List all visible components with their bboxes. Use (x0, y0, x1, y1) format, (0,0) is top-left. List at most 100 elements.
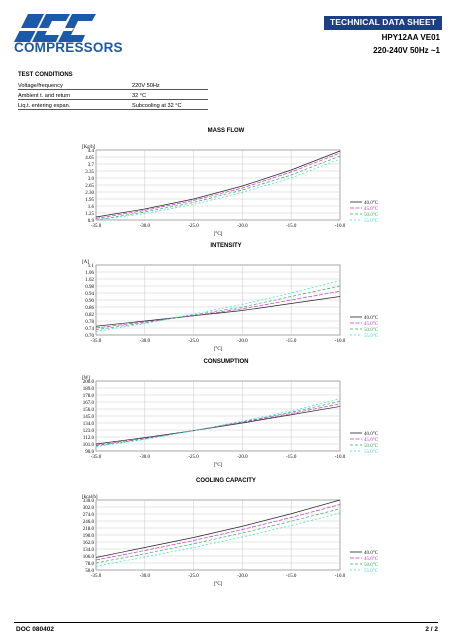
y-tick-label: 50.0 (85, 569, 94, 574)
x-tick-label: -25.0 (188, 339, 199, 344)
intensity-chart: 1.1 1.06 1.02 0.98 0.94 0.90 0.86 0.82 0.78 0.74 0… (82, 260, 379, 352)
y-tick-label: 1.02 (85, 278, 94, 283)
y-tick-label: 1.06 (85, 271, 94, 276)
y-tick-label: 106.0 (83, 555, 95, 560)
series-line (95, 512, 341, 567)
y-tick-label: 1.6 (88, 205, 95, 210)
logo-text: COMPRESSORS (14, 40, 123, 55)
legend-label: 50.0°C (364, 213, 379, 218)
legend-label: 40.0°C (364, 316, 379, 321)
series-line (95, 285, 341, 331)
y-tick-label: 167.0 (83, 401, 95, 406)
y-tick-label: 123.0 (83, 429, 95, 434)
x-tick-label: -20.0 (237, 455, 248, 460)
condition-value: 220V 50Hz (132, 80, 208, 90)
y-tick-label: 112.0 (83, 436, 95, 441)
y-tick-label: 2.65 (85, 184, 94, 189)
series-line (95, 290, 341, 329)
legend-label: 50.0°C (364, 444, 379, 449)
legend-label: 45.0°C (364, 438, 379, 443)
y-tick-label: 0.9 (88, 219, 95, 224)
y-tick-label: 218.0 (83, 527, 95, 532)
model-number: HPY12AA VE01 (381, 33, 440, 42)
y-tick-label: 330.0 (83, 499, 95, 504)
x-tick-label: -30.0 (140, 224, 151, 229)
y-tick-label: 178.0 (83, 394, 95, 399)
sheet-type-label: TECHNICAL DATA SHEET (329, 17, 437, 27)
y-tick-label: 134.0 (83, 422, 95, 427)
series-line (95, 152, 341, 219)
x-tick-label: -25.0 (188, 455, 199, 460)
condition-label: Liq.t. entering expan. (18, 99, 132, 110)
series-line (95, 504, 341, 561)
y-tick-label: 3.35 (85, 170, 94, 175)
x-tick-label: -10.0 (335, 224, 346, 229)
legend-label: 55.0°C (364, 219, 379, 224)
condition-label: Voltage/frequency (18, 80, 132, 90)
x-tick-label: -20.0 (237, 339, 248, 344)
table-row: Ambient t. and return 32 °C (18, 89, 208, 100)
legend-label: 40.0°C (364, 201, 379, 206)
x-tick-label: -35.0 (91, 455, 102, 460)
table-row: Voltage/frequency 220V 50Hz (18, 80, 208, 90)
voltage-spec: 220-240V 50Hz ~1 (373, 46, 440, 55)
document-number: DOC 080402 (16, 626, 54, 633)
table-row: Liq.t. entering expan. Subcooling at 32 … (18, 99, 208, 110)
x-tick-label: -15.0 (286, 455, 297, 460)
condition-value: Subcooling at 32 °C (132, 99, 208, 110)
x-tick-label: -30.0 (140, 574, 151, 579)
x-axis-label: [°C] (214, 347, 223, 352)
x-tick-label: -30.0 (140, 455, 151, 460)
y-tick-label: 101.0 (83, 443, 95, 448)
x-tick-label: -10.0 (335, 339, 346, 344)
y-axis-label: [W] (82, 376, 90, 381)
legend-label: 50.0°C (364, 328, 379, 333)
series-line (95, 150, 341, 218)
y-tick-label: 90.0 (85, 450, 94, 455)
x-tick-label: -15.0 (286, 339, 297, 344)
intensity-title: INTENSITY (210, 243, 242, 249)
acc-logo-icon (14, 14, 96, 42)
x-tick-label: -10.0 (335, 574, 346, 579)
y-axis-label: [Kg/h] (82, 145, 96, 150)
y-tick-label: 200.0 (83, 380, 95, 385)
x-tick-label: -20.0 (237, 224, 248, 229)
series-line (95, 280, 341, 332)
y-tick-label: 0.98 (85, 285, 94, 290)
condition-value: 32 °C (132, 89, 208, 100)
condition-label: Ambient t. and return (18, 89, 132, 100)
series-line (95, 158, 341, 221)
x-tick-label: -20.0 (237, 574, 248, 579)
y-tick-label: 4.4 (88, 149, 95, 154)
y-tick-label: 1.25 (85, 212, 94, 217)
cooling-capacity-chart: 330.0 302.0 274.0 246.0 218.0 190.0 162.0 134.0… (82, 495, 379, 587)
legend-label: 45.0°C (364, 322, 379, 327)
series-line (95, 398, 341, 447)
y-tick-label: 78.0 (85, 562, 94, 567)
y-tick-label: 4.05 (85, 156, 94, 161)
legend-label: 50.0°C (364, 563, 379, 568)
y-tick-label: 0.90 (85, 299, 94, 304)
mass-flow-title: MASS FLOW (207, 128, 245, 134)
y-tick-label: 0.78 (85, 320, 94, 325)
series-line (95, 401, 341, 447)
legend-label: 45.0°C (364, 207, 379, 212)
x-axis-label: [°C] (214, 232, 223, 237)
y-tick-label: 145.0 (83, 415, 95, 420)
x-axis-label: [°C] (214, 463, 223, 468)
y-tick-label: 0.70 (85, 334, 94, 339)
y-tick-label: 134.0 (83, 548, 95, 553)
legend-label: 55.0°C (364, 569, 379, 574)
series-line (95, 296, 341, 327)
x-tick-label: -10.0 (335, 455, 346, 460)
cooling-capacity-title: COOLING CAPACITY (196, 478, 256, 484)
y-tick-label: 156.0 (83, 408, 95, 413)
x-tick-label: -30.0 (140, 339, 151, 344)
legend-label: 55.0°C (364, 334, 379, 339)
y-tick-label: 3.7 (88, 163, 95, 168)
y-tick-label: 2.30 (85, 191, 94, 196)
page-number: 2 / 2 (425, 626, 438, 633)
x-tick-label: -25.0 (188, 224, 199, 229)
x-tick-label: -35.0 (91, 339, 102, 344)
y-tick-label: 246.0 (83, 520, 95, 525)
